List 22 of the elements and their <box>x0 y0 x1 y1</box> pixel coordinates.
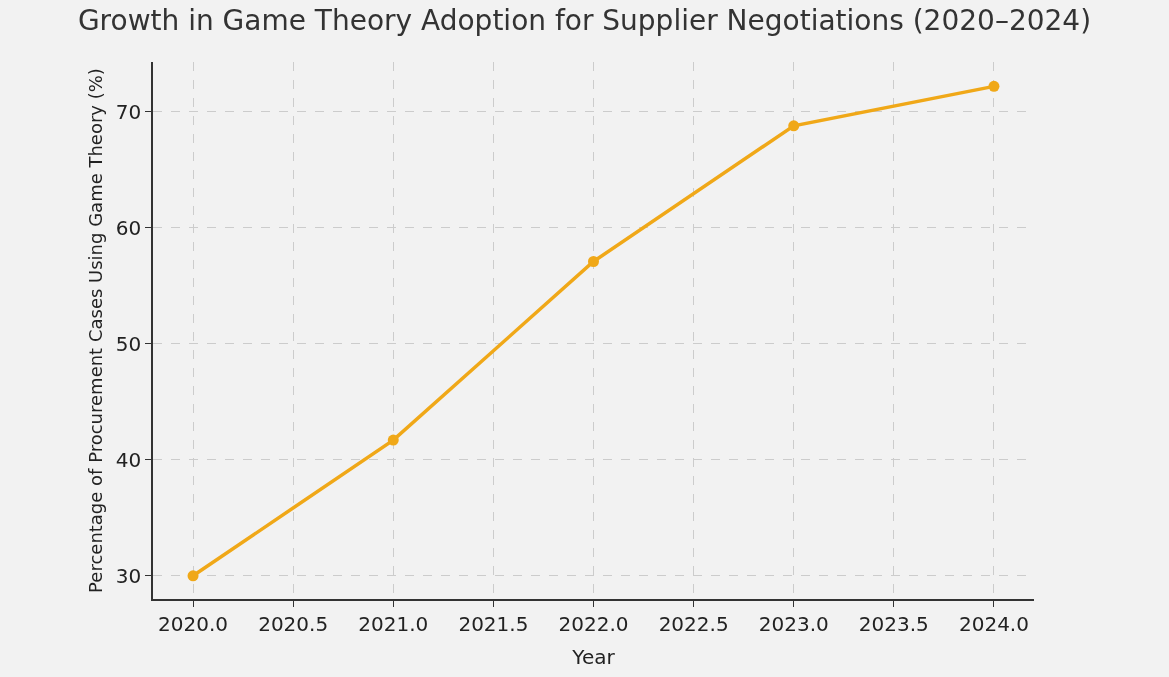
x-tick-label: 2022.5 <box>658 611 729 636</box>
x-tick-label: 2020.0 <box>158 611 229 636</box>
x-tick-label: 2024.0 <box>958 611 1029 636</box>
y-tick-label: 50 <box>115 331 142 356</box>
x-tick-label: 2021.5 <box>458 611 529 636</box>
x-tick-label: 2022.0 <box>558 611 629 636</box>
x-tick-label: 2021.0 <box>358 611 429 636</box>
y-tick-label: 60 <box>115 215 142 240</box>
point <box>988 80 1000 92</box>
point <box>788 120 800 132</box>
x-tick-label: 2020.5 <box>258 611 329 636</box>
chart-title: Growth in Game Theory Adoption for Supplier Negotiations (2020–2024) <box>77 3 1092 37</box>
y-tick-label: 30 <box>115 563 142 588</box>
point <box>187 570 199 582</box>
x-tick-label: 2023.5 <box>858 611 929 636</box>
point <box>588 255 599 267</box>
y-tick-label: 40 <box>115 447 142 472</box>
y-axis-title: Percentage of Procurement Cases Using Game Theory (%) <box>85 68 107 593</box>
point <box>387 434 399 446</box>
x-tick-label: 2023.0 <box>758 611 829 636</box>
y-tick-label: 70 <box>115 99 142 124</box>
x-axis-title: Year <box>571 644 616 669</box>
